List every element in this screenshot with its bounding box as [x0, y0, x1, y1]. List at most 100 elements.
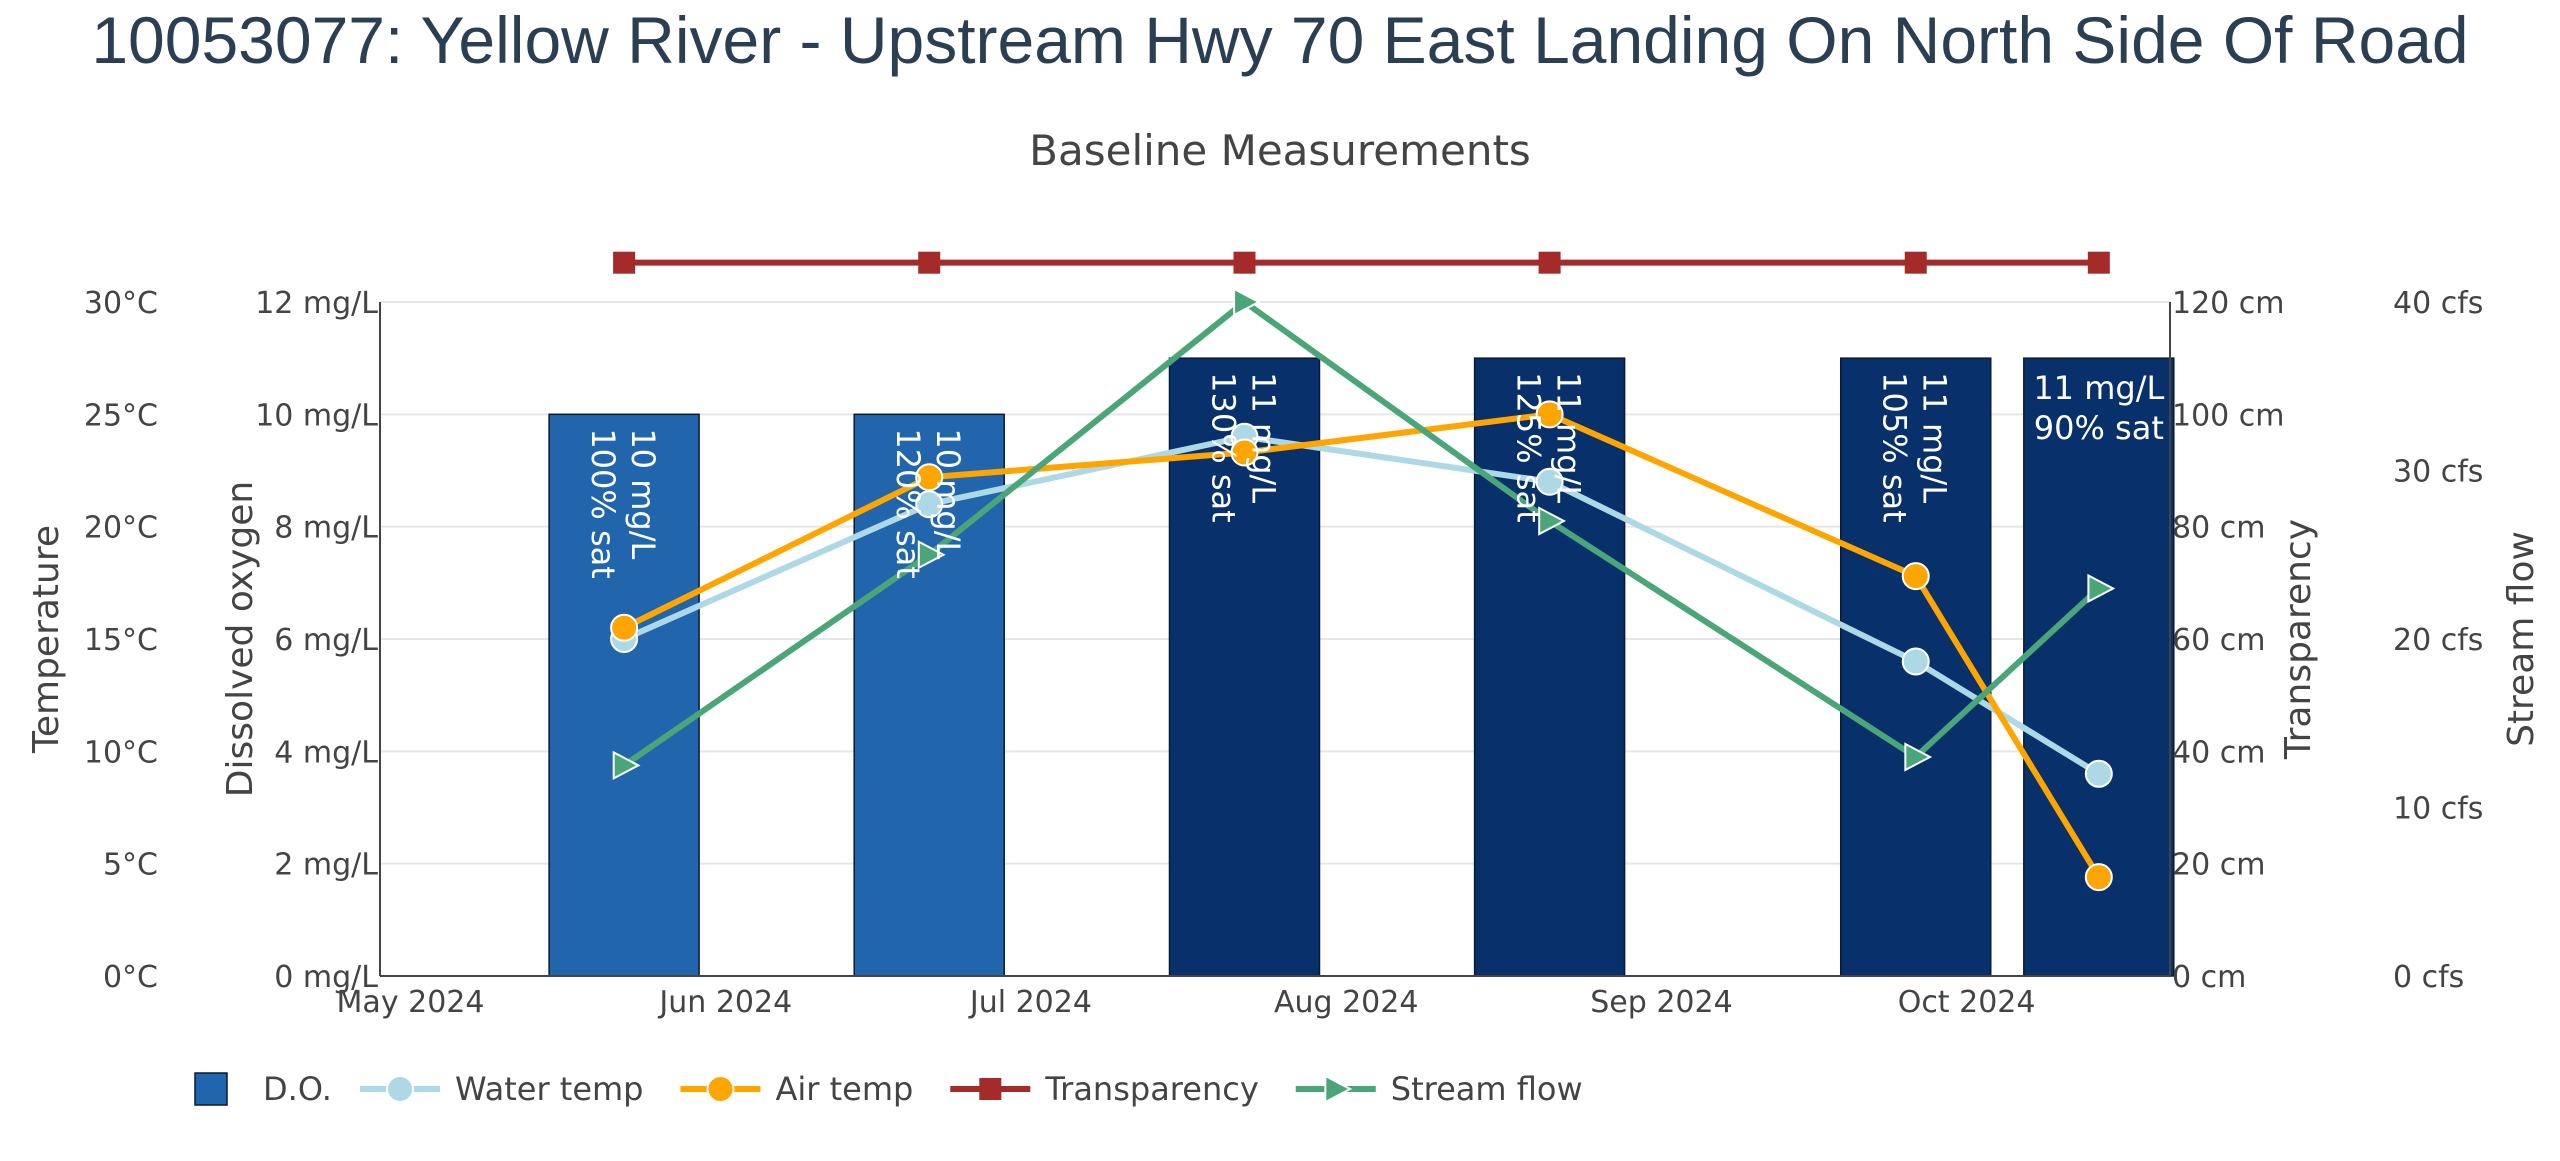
temperature-tick-label: 0°C — [103, 960, 158, 995]
do-tick-label: 10 mg/L — [255, 398, 378, 433]
do-bars — [548, 357, 2175, 977]
data-point — [612, 750, 641, 781]
data-point — [1901, 647, 1930, 676]
data-point — [1535, 400, 1564, 429]
bar-labels: 10 mg/L100% sat 10 mg/L120% sat 11 mg/L130… — [584, 369, 2164, 579]
data-point — [1233, 251, 1256, 274]
bar-label-line: 100% sat — [584, 428, 622, 578]
data-point — [2087, 251, 2110, 274]
bar-label: 11 mg/L125% sat — [1510, 372, 1588, 522]
streamflow-tick-label: 20 cfs — [2393, 623, 2483, 658]
bar-label-line: 120% sat — [889, 428, 927, 578]
bar-label: 11 mg/L130% sat — [1204, 372, 1282, 522]
legend-label: Air temp — [775, 1070, 913, 1108]
page-title: 10053077: Yellow River - Upstream Hwy 70… — [91, 3, 2469, 77]
do-tick-label: 2 mg/L — [274, 848, 378, 883]
data-point — [1904, 251, 1927, 274]
data-point — [918, 251, 941, 274]
temperature-tick-label: 20°C — [84, 511, 158, 546]
legend-label: Stream flow — [1391, 1070, 1583, 1108]
bar-label-line: 11 mg/L — [1916, 372, 1954, 503]
do-bar — [548, 413, 700, 977]
data-point — [1538, 251, 1561, 274]
do-tick-label: 0 mg/L — [274, 960, 378, 995]
data-point — [1535, 467, 1564, 496]
data-point — [386, 1075, 414, 1103]
data-point — [2084, 759, 2113, 788]
data-point — [1538, 506, 1567, 536]
x-tick-label: Sep 2024 — [1590, 985, 1732, 1020]
streamflow-tick-label: 0 cfs — [2393, 960, 2464, 995]
chart-title: Baseline Measurements — [1029, 126, 1531, 175]
transparency-tick-label: 20 cm — [2172, 848, 2265, 883]
temperature-tick-label: 5°C — [103, 848, 158, 883]
x-tick-label: Oct 2024 — [1898, 985, 2036, 1020]
bar-label-line: 105% sat — [1876, 372, 1914, 522]
data-point — [610, 613, 639, 642]
series-line — [622, 299, 2101, 768]
bar-label-line: 11 mg/L — [1550, 372, 1588, 503]
data-point — [915, 463, 944, 492]
streamflow-tick-label: 10 cfs — [2393, 792, 2483, 827]
legend-item[interactable]: D.O. — [194, 1070, 332, 1108]
legend-item[interactable]: Water temp — [360, 1070, 643, 1108]
temperature-tick-label: 15°C — [84, 623, 158, 658]
x-tick-label: Jul 2024 — [968, 985, 1092, 1020]
bar-label: 90% sat — [2034, 409, 2164, 447]
data-point — [613, 251, 636, 274]
temperature-tick-label: 30°C — [84, 286, 158, 321]
series-stream-flow — [612, 287, 2116, 781]
bar-label-line: 10 mg/L — [624, 428, 662, 559]
data-point — [917, 540, 946, 570]
series-line — [622, 411, 2102, 879]
transparency-tick-label: 80 cm — [2172, 511, 2265, 546]
x-tick-label: Jun 2024 — [657, 985, 792, 1020]
legend-label: Transparency — [1044, 1070, 1258, 1108]
temperature-tick-label: 10°C — [84, 735, 158, 770]
legend-item[interactable]: Stream flow — [1295, 1070, 1583, 1108]
legend-swatch — [194, 1072, 228, 1106]
data-point — [706, 1075, 735, 1103]
series-air-temp — [610, 400, 2113, 892]
temperature-tick-label: 25°C — [84, 398, 158, 433]
transparency-tick-label: 120 cm — [2172, 286, 2285, 321]
bar-label-line: 10 mg/L — [929, 428, 967, 559]
streamflow-axis-title: Stream flow — [2501, 531, 2542, 747]
transparency-tick-label: 40 cm — [2172, 735, 2265, 770]
data-point — [1230, 438, 1259, 467]
bar-label: 11 mg/L105% sat — [1876, 372, 1954, 522]
transparency-tick-label: 60 cm — [2172, 623, 2265, 658]
streamflow-tick-label: 30 cfs — [2393, 455, 2483, 490]
bar-label-line: 130% sat — [1204, 372, 1242, 522]
transparency-axis-title: Transparency — [2278, 519, 2319, 760]
legend[interactable]: D.O. Water temp Air temp Transparency Stream… — [194, 1070, 1583, 1108]
x-tick-label: Aug 2024 — [1274, 985, 1418, 1020]
data-point — [1324, 1074, 1353, 1104]
transparency-tick-label: 0 cm — [2172, 960, 2246, 995]
bar-label: 10 mg/L120% sat — [889, 428, 967, 578]
data-point — [979, 1078, 1002, 1100]
series-line — [622, 433, 2101, 777]
data-point — [2084, 863, 2113, 892]
legend-label: D.O. — [263, 1070, 332, 1108]
bar-label-line: 125% sat — [1510, 372, 1548, 522]
data-point — [1904, 742, 1933, 772]
x-tick-label: May 2024 — [337, 985, 485, 1020]
data-point — [1901, 562, 1930, 591]
axes: May 2024 Jun 2024 Jul 2024 Aug 2024 Sep 2024… — [26, 286, 2542, 1020]
series-lines — [610, 251, 2116, 892]
do-tick-label: 4 mg/L — [274, 735, 378, 770]
temperature-axis-title: Temperature — [26, 525, 67, 754]
do-tick-label: 6 mg/L — [274, 623, 378, 658]
legend-label: Water temp — [455, 1070, 643, 1108]
bar-label-line: 11 mg/L — [1244, 372, 1282, 503]
transparency-tick-label: 100 cm — [2172, 398, 2285, 433]
do-tick-label: 12 mg/L — [255, 286, 378, 321]
legend-item[interactable]: Transparency — [950, 1070, 1259, 1108]
series-transparency — [613, 251, 2110, 274]
do-tick-label: 8 mg/L — [274, 511, 378, 546]
bar-label: 10 mg/L100% sat — [584, 428, 662, 578]
legend-item[interactable]: Air temp — [680, 1070, 913, 1108]
data-point — [1233, 287, 1261, 317]
